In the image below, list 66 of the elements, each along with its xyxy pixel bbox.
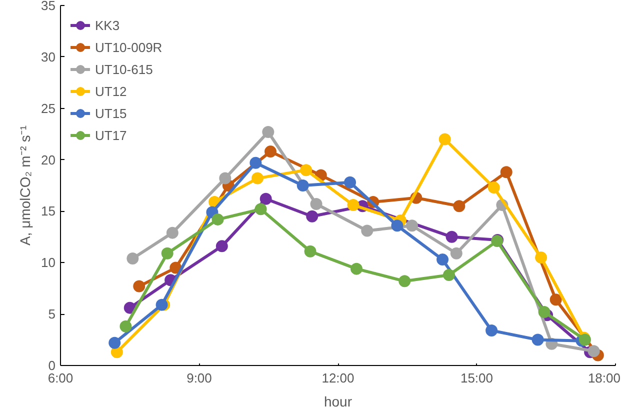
point bbox=[486, 324, 498, 337]
point bbox=[108, 336, 121, 349]
point bbox=[406, 220, 418, 232]
point bbox=[260, 192, 272, 205]
point bbox=[264, 146, 276, 158]
point bbox=[250, 156, 262, 169]
point bbox=[110, 346, 123, 358]
point bbox=[161, 247, 174, 260]
legend-label: UT15 bbox=[95, 106, 127, 120]
y-axis-title: A, μmolCO₂ m⁻² s⁻¹ bbox=[17, 125, 34, 246]
point bbox=[170, 262, 182, 274]
y-tick-label: 5 bbox=[48, 306, 56, 322]
point bbox=[310, 198, 322, 210]
point bbox=[296, 180, 309, 192]
point bbox=[252, 172, 264, 184]
x-tick-label: 12:00 bbox=[322, 370, 354, 386]
point bbox=[391, 220, 404, 232]
point bbox=[535, 252, 548, 264]
point bbox=[212, 213, 224, 226]
point bbox=[538, 306, 550, 318]
point bbox=[304, 245, 316, 258]
point bbox=[344, 176, 356, 188]
point bbox=[550, 294, 562, 306]
point bbox=[347, 199, 360, 212]
point bbox=[124, 302, 136, 314]
x-tick-label: 18:00 bbox=[588, 370, 621, 386]
legend-label: UT12 bbox=[95, 84, 127, 98]
point bbox=[219, 172, 232, 184]
y-tick-label: 30 bbox=[41, 49, 56, 64]
point bbox=[453, 200, 466, 212]
legend-label: UT10-009R bbox=[95, 40, 162, 54]
point bbox=[262, 126, 274, 138]
y-tick-label: 20 bbox=[41, 152, 56, 168]
x-tick-label: 15:00 bbox=[460, 370, 494, 386]
y-tick-label: 25 bbox=[41, 100, 56, 116]
point bbox=[361, 224, 374, 237]
point bbox=[443, 268, 455, 281]
point bbox=[166, 226, 178, 239]
point bbox=[350, 262, 362, 275]
point bbox=[300, 164, 312, 176]
point bbox=[398, 275, 411, 288]
point bbox=[500, 166, 512, 178]
point bbox=[126, 252, 139, 265]
point bbox=[438, 133, 451, 146]
y-tick-label: 15 bbox=[41, 204, 56, 219]
point bbox=[588, 345, 600, 358]
point bbox=[254, 203, 267, 216]
point bbox=[446, 230, 458, 243]
legend-label: KK3 bbox=[95, 18, 120, 32]
point bbox=[436, 254, 449, 266]
x-axis-title: hour bbox=[324, 394, 352, 410]
point bbox=[120, 320, 132, 332]
point bbox=[450, 247, 462, 260]
y-tick-label: 0 bbox=[48, 358, 56, 373]
point bbox=[156, 298, 168, 311]
x-tick-label: 9:00 bbox=[186, 370, 212, 386]
point bbox=[133, 280, 146, 292]
x-tick-label: 6:00 bbox=[48, 370, 74, 386]
point bbox=[532, 334, 544, 346]
legend-label: UT17 bbox=[95, 128, 127, 142]
y-tick-label: 10 bbox=[41, 255, 56, 270]
point bbox=[488, 182, 500, 194]
legend-label: UT10-615 bbox=[95, 62, 153, 76]
point bbox=[216, 240, 228, 252]
y-tick-label: 35 bbox=[41, 0, 56, 13]
point bbox=[306, 210, 318, 222]
